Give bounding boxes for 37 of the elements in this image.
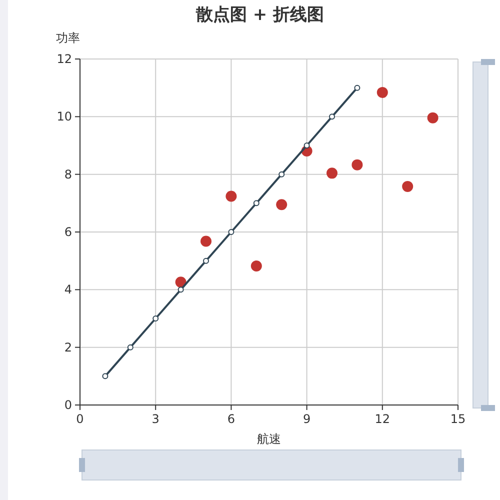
chart-title: 散点图 + 折线图 — [194, 5, 324, 25]
point — [228, 229, 234, 235]
point — [203, 258, 209, 264]
point — [175, 276, 186, 288]
x-tick-label: 3 — [152, 412, 160, 426]
x-tick-label: 12 — [374, 412, 390, 426]
point — [152, 316, 159, 322]
point — [278, 171, 285, 178]
point — [427, 112, 438, 124]
point — [127, 344, 134, 350]
point — [352, 159, 363, 170]
point — [253, 200, 260, 206]
point — [276, 199, 288, 210]
y-tick-label: 2 — [64, 340, 72, 354]
x-tick-label: 0 — [76, 412, 84, 426]
point — [178, 286, 184, 293]
y-tick-label: 12 — [56, 52, 72, 66]
x-axis-title: 航速 — [257, 432, 281, 446]
point — [354, 84, 360, 91]
x-tick-label: 6 — [227, 412, 236, 426]
y-tick-label: 10 — [56, 110, 72, 124]
point — [402, 180, 414, 192]
x-tick-label: 15 — [450, 412, 466, 426]
y-tick-label: 6 — [64, 225, 72, 239]
y-tick-label: 0 — [64, 398, 72, 412]
y-axis-title: 功率 — [56, 31, 80, 45]
y-tick-label: 8 — [64, 167, 72, 182]
x-tick-label: 9 — [302, 412, 311, 426]
point — [376, 86, 388, 98]
point — [102, 373, 108, 380]
point — [329, 114, 335, 120]
point — [304, 142, 310, 148]
y-tick-label: 4 — [64, 282, 72, 297]
point — [250, 260, 262, 272]
point — [226, 190, 237, 202]
point — [200, 236, 212, 247]
point — [326, 168, 338, 179]
